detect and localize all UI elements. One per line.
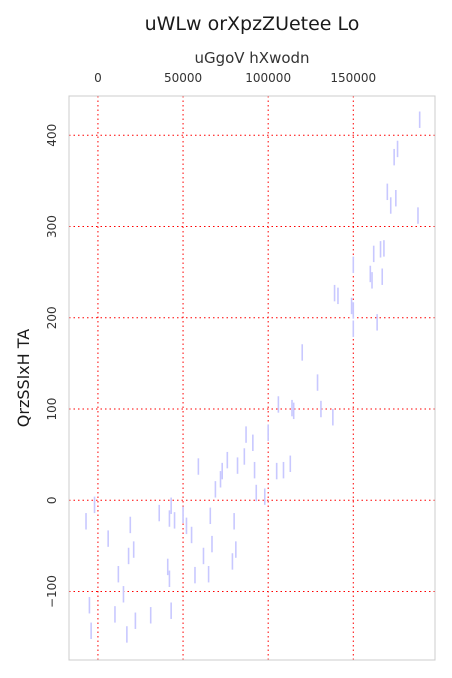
y-tick-label: 400 bbox=[45, 124, 59, 147]
plot-frame bbox=[68, 95, 436, 661]
y-tick-label: −100 bbox=[45, 575, 59, 608]
y-tick-label: 0 bbox=[45, 496, 59, 504]
x-axis-label: uGgoV hXwodn bbox=[194, 49, 309, 67]
x-tick-label: 0 bbox=[94, 71, 102, 85]
y-tick-label: 100 bbox=[45, 398, 59, 421]
grid-lines bbox=[69, 96, 435, 660]
y-axis-label: QrzSSlxH TA bbox=[14, 329, 33, 427]
y-tick-label: 300 bbox=[45, 215, 59, 238]
chart-title: uWLw orXpzZUetee Lo bbox=[145, 13, 360, 35]
x-tick-label: 150000 bbox=[330, 71, 376, 85]
tick-labels: 0 50000 100000 150000 −100 0 100 200 300 400 bbox=[45, 71, 376, 608]
data-points bbox=[85, 111, 421, 643]
x-tick-label: 50000 bbox=[164, 71, 202, 85]
y-tick-label: 200 bbox=[45, 306, 59, 329]
x-tick-label: 100000 bbox=[245, 71, 291, 85]
